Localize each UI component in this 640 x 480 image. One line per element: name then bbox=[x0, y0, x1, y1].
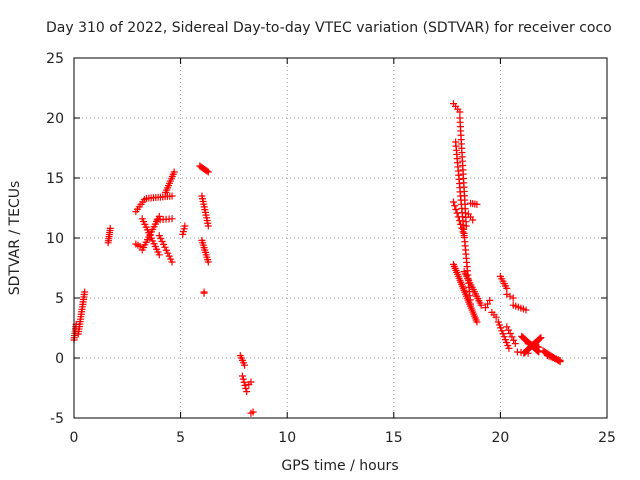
data-point bbox=[204, 222, 212, 230]
data-point bbox=[509, 294, 517, 302]
y-axis-label: SDTVAR / TECUs bbox=[7, 181, 23, 296]
y-tick-label: 20 bbox=[46, 111, 64, 127]
data-point bbox=[155, 212, 163, 220]
data-point bbox=[81, 288, 89, 296]
data-point bbox=[241, 381, 249, 389]
data-point bbox=[456, 108, 464, 116]
y-tick-label: 5 bbox=[55, 291, 64, 307]
data-point bbox=[503, 323, 511, 331]
data-point bbox=[168, 258, 176, 266]
data-point bbox=[161, 243, 169, 251]
x-axis-label: GPS time / hours bbox=[281, 458, 398, 474]
data-point bbox=[503, 339, 511, 347]
data-point bbox=[492, 313, 500, 321]
x-tick-label: 0 bbox=[70, 430, 79, 446]
y-tick-label: -5 bbox=[50, 411, 64, 427]
data-point bbox=[459, 228, 467, 236]
data-point bbox=[204, 168, 212, 176]
data-point bbox=[499, 330, 507, 338]
y-tick-label: 10 bbox=[46, 231, 64, 247]
data-point bbox=[484, 300, 492, 308]
data-point bbox=[453, 209, 461, 217]
x-tick-label: 10 bbox=[278, 430, 296, 446]
data-point bbox=[155, 251, 163, 259]
data-point bbox=[170, 168, 178, 176]
data-point bbox=[249, 408, 257, 416]
data-point bbox=[506, 330, 514, 338]
data-point bbox=[165, 252, 173, 260]
x-tick-label: 25 bbox=[598, 430, 616, 446]
x-tick-label: 5 bbox=[176, 430, 185, 446]
data-point bbox=[477, 301, 485, 309]
data-point bbox=[460, 232, 468, 240]
data-point bbox=[506, 292, 514, 300]
data-point bbox=[537, 334, 545, 342]
data-point bbox=[535, 335, 543, 343]
data-point bbox=[106, 224, 114, 232]
data-point bbox=[503, 290, 511, 298]
data-point bbox=[247, 378, 255, 386]
data-point bbox=[503, 284, 511, 292]
data-point bbox=[505, 344, 513, 352]
data-point bbox=[243, 388, 251, 396]
data-point bbox=[455, 217, 463, 225]
data-point bbox=[242, 384, 250, 392]
data-point bbox=[451, 202, 459, 210]
data-point bbox=[238, 372, 246, 380]
data-point bbox=[536, 334, 544, 342]
axis-ticks: 0 5 10 15 20 25 -5 0 5 10 15 20 25 bbox=[46, 51, 616, 446]
data-point bbox=[239, 375, 247, 383]
data-point bbox=[505, 326, 513, 334]
y-tick-label: 0 bbox=[55, 351, 64, 367]
x-tick-label: 20 bbox=[491, 430, 509, 446]
data-point bbox=[204, 258, 212, 266]
data-point bbox=[522, 306, 530, 314]
data-point bbox=[457, 220, 465, 228]
data-point bbox=[481, 304, 489, 312]
data-point bbox=[458, 224, 466, 232]
data-point bbox=[473, 200, 481, 208]
data-point bbox=[203, 167, 211, 175]
data-point bbox=[508, 333, 516, 341]
data-point bbox=[486, 296, 494, 304]
data-point bbox=[511, 340, 519, 348]
data-points bbox=[70, 100, 564, 417]
data-point bbox=[181, 222, 189, 230]
chart-title: Day 310 of 2022, Sidereal Day-to-day VTE… bbox=[46, 20, 612, 36]
data-point bbox=[241, 361, 249, 369]
plot-frame bbox=[73, 57, 608, 419]
data-point bbox=[535, 343, 543, 351]
data-point bbox=[168, 192, 176, 200]
data-point bbox=[510, 336, 518, 344]
data-point bbox=[473, 318, 481, 326]
data-point bbox=[556, 356, 564, 364]
data-point bbox=[200, 289, 208, 297]
y-tick-label: 15 bbox=[46, 171, 64, 187]
data-point bbox=[469, 216, 477, 224]
data-point bbox=[240, 378, 248, 386]
data-point bbox=[454, 213, 462, 221]
data-point bbox=[452, 205, 460, 213]
data-point bbox=[136, 242, 144, 250]
y-tick-label: 25 bbox=[46, 51, 64, 67]
data-point bbox=[462, 222, 470, 230]
data-point bbox=[168, 215, 176, 223]
data-point bbox=[157, 235, 165, 243]
x-tick-label: 15 bbox=[385, 430, 403, 446]
data-point bbox=[449, 198, 457, 206]
data-point bbox=[495, 321, 503, 329]
